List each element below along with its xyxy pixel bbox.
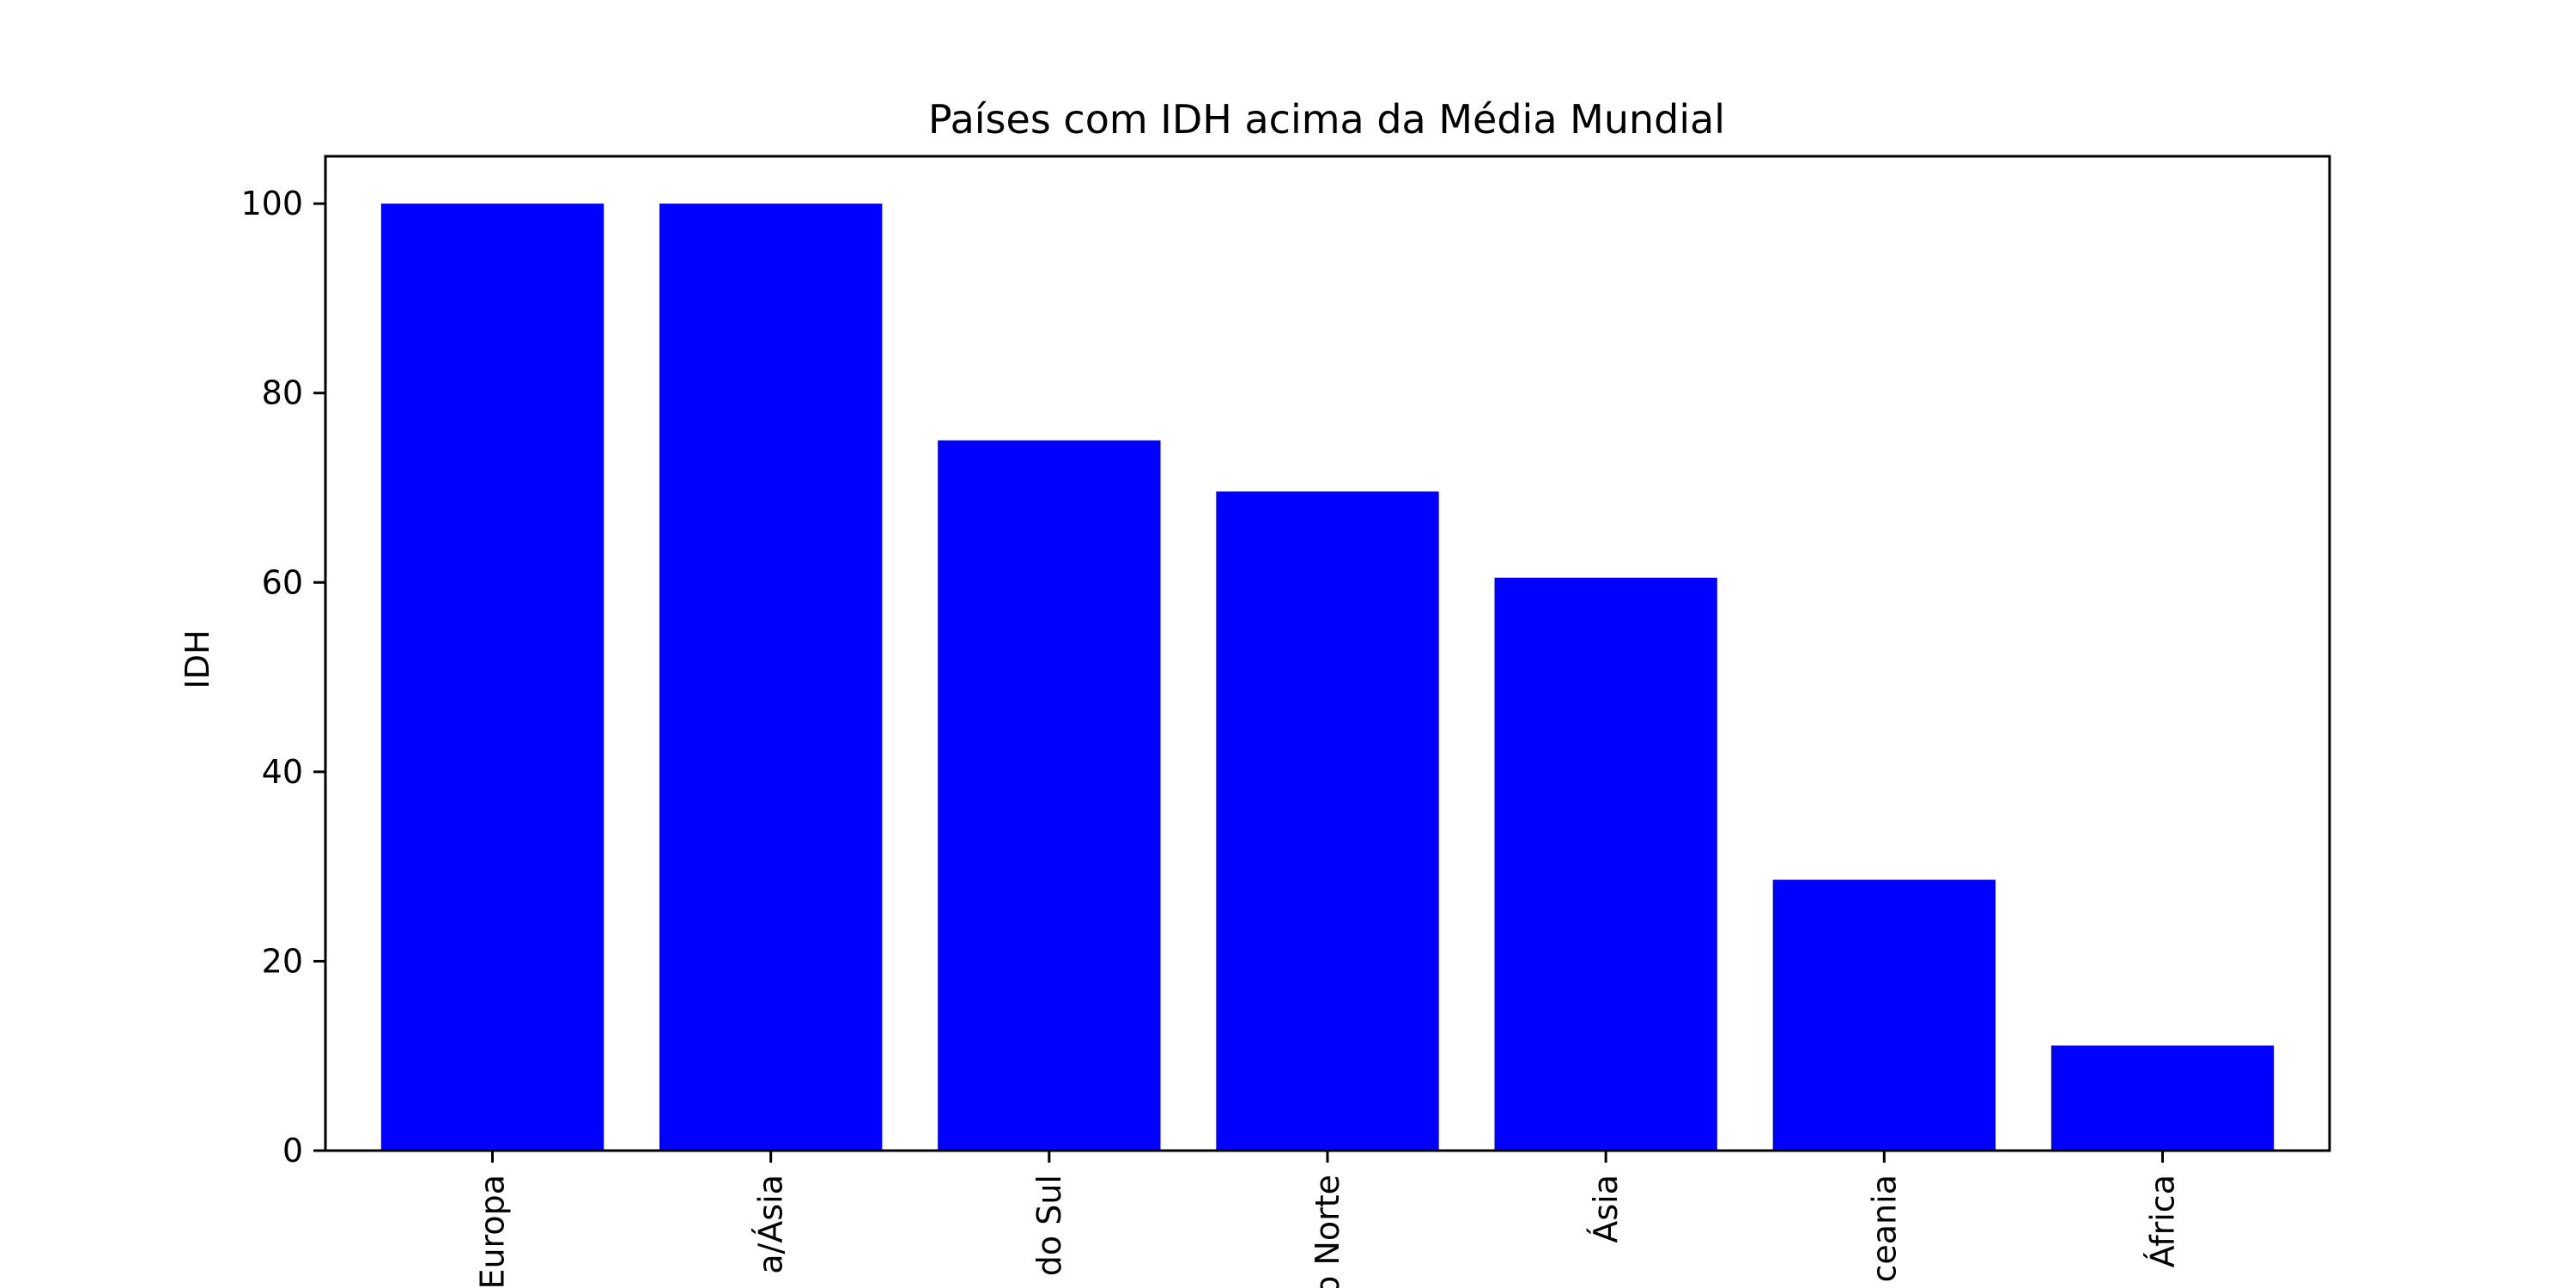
y-tick-label: 60: [262, 563, 303, 601]
bar-europa-ásia: [659, 204, 883, 1151]
bar-europa: [380, 204, 605, 1151]
y-tick-label: 80: [262, 374, 303, 412]
y-axis-label: IDH: [179, 629, 216, 689]
y-tick-label: 40: [262, 753, 303, 791]
bar-américa-do-norte: [1216, 491, 1439, 1151]
x-tick-label: o Norte: [1309, 1175, 1346, 1288]
x-axis: Europa a/Ásia do Sul o Norte Ásia ceania Áfric…: [474, 1151, 2182, 1288]
x-tick-label: a/Ásia: [752, 1175, 790, 1274]
plot-frame: [324, 155, 2331, 1152]
y-tick-label: 20: [262, 942, 303, 980]
x-tick-label: África: [2144, 1175, 2182, 1267]
bar-américa-do-sul: [938, 440, 1161, 1151]
x-tick-label: ceania: [1865, 1175, 1903, 1283]
bars-group: [380, 204, 2275, 1151]
x-tick-label: Ásia: [1587, 1175, 1625, 1243]
bar-ásia: [1494, 577, 1717, 1151]
bar-áfrica: [2050, 1045, 2275, 1151]
y-tick-label: 0: [283, 1132, 303, 1170]
y-axis: 0 20 40 60 80 100: [240, 185, 325, 1170]
y-tick-label: 100: [240, 185, 303, 222]
chart-title: Países com IDH acima da Média Mundial: [928, 96, 1725, 143]
x-tick-label: do Sul: [1030, 1175, 1068, 1276]
bar-oceania: [1772, 879, 1996, 1151]
x-tick-label: Europa: [474, 1175, 512, 1288]
